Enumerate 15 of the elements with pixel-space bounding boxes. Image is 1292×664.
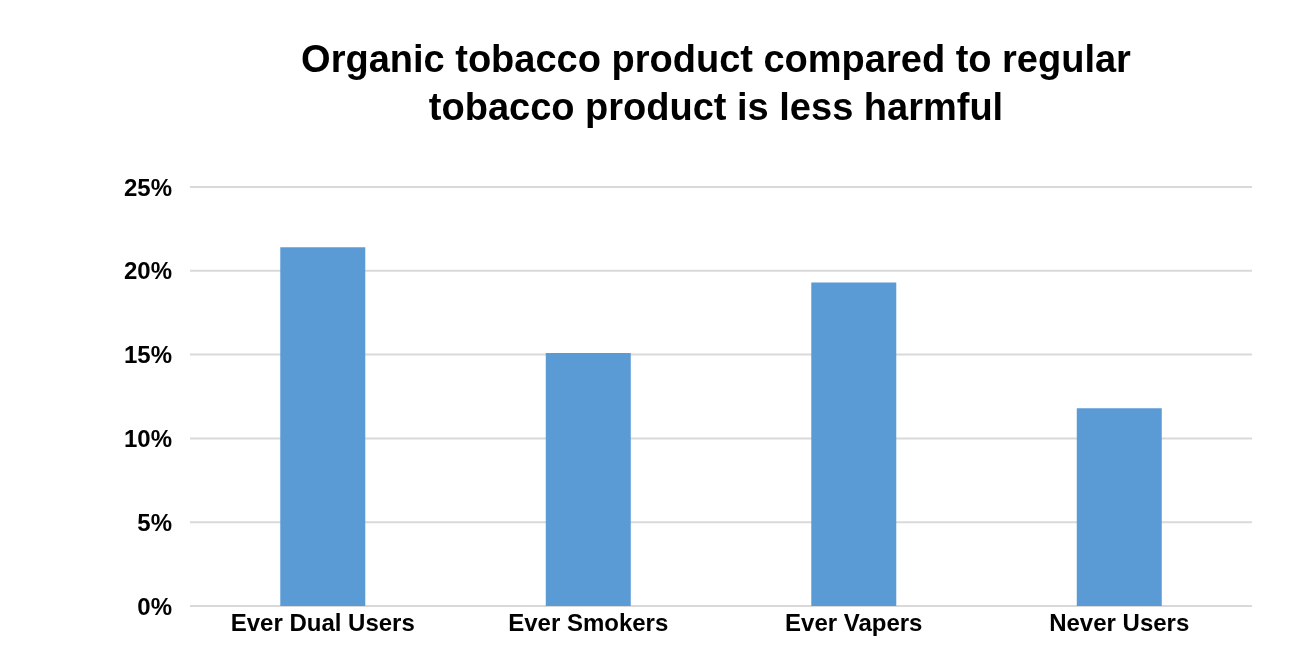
bar — [280, 247, 366, 606]
x-tick-label: Ever Dual Users — [230, 609, 415, 637]
y-tick-label: 25% — [123, 173, 172, 201]
bar — [545, 352, 631, 606]
y-tick-label: 20% — [123, 257, 172, 285]
y-tick-label: 0% — [137, 592, 172, 620]
y-tick-label: 15% — [123, 341, 172, 369]
bar — [811, 282, 897, 606]
x-tick-label: Never Users — [1049, 609, 1190, 637]
y-tick-label: 10% — [123, 424, 172, 452]
x-tick-label: Ever Smokers — [508, 609, 669, 637]
bar — [1076, 408, 1162, 606]
chart-title: Organic tobacco product compared to regular tobacco product is less harmful — [300, 37, 1132, 130]
y-tick-label: 5% — [137, 508, 172, 536]
x-tick-label: Ever Vapers — [785, 609, 923, 637]
